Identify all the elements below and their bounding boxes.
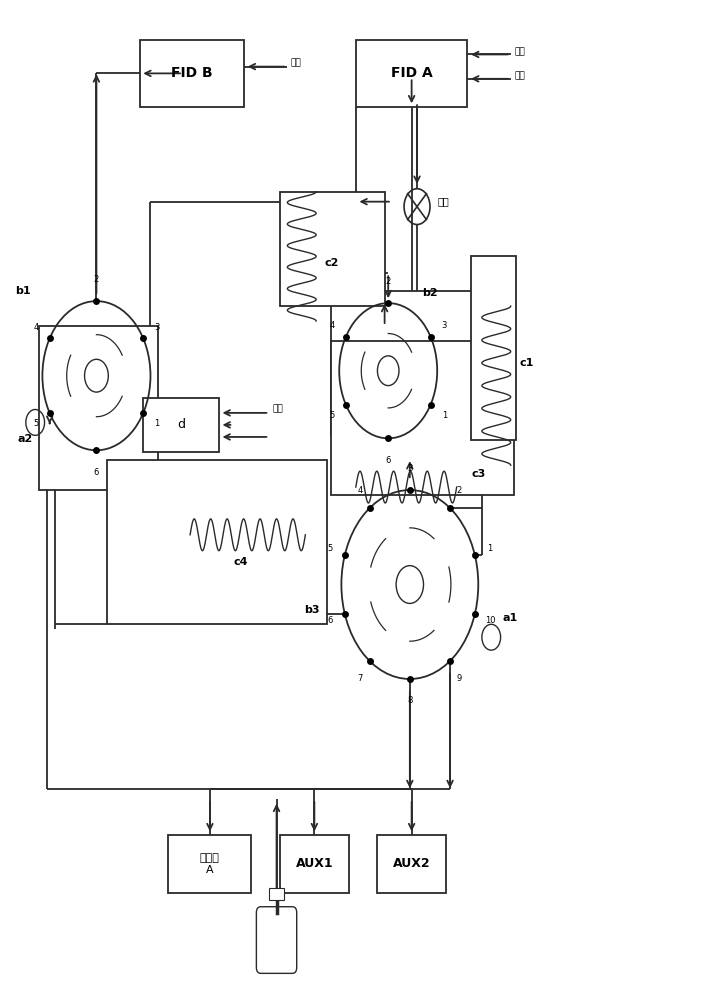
- FancyBboxPatch shape: [280, 835, 348, 893]
- Text: AUX2: AUX2: [393, 857, 431, 870]
- Text: 3: 3: [154, 323, 160, 332]
- Text: 1: 1: [441, 411, 447, 420]
- Text: 进样口
A: 进样口 A: [200, 853, 220, 875]
- FancyBboxPatch shape: [471, 256, 515, 440]
- Text: 7: 7: [358, 674, 363, 683]
- FancyBboxPatch shape: [256, 907, 297, 973]
- Text: 1: 1: [487, 544, 493, 553]
- Text: c2: c2: [325, 258, 339, 268]
- FancyBboxPatch shape: [143, 398, 219, 452]
- Text: c3: c3: [471, 469, 485, 479]
- Text: 8: 8: [407, 696, 412, 705]
- Text: 6: 6: [327, 616, 333, 625]
- FancyBboxPatch shape: [139, 40, 244, 107]
- Text: 3: 3: [441, 321, 447, 330]
- Text: FID B: FID B: [171, 66, 213, 80]
- FancyBboxPatch shape: [168, 835, 251, 893]
- FancyBboxPatch shape: [280, 192, 385, 306]
- Text: d: d: [177, 418, 185, 431]
- Text: c1: c1: [519, 358, 534, 368]
- Text: 9: 9: [457, 674, 462, 683]
- Text: FID A: FID A: [391, 66, 433, 80]
- Text: 空气: 空气: [514, 47, 525, 56]
- Text: 4: 4: [358, 486, 363, 495]
- Text: 3: 3: [407, 464, 412, 473]
- Text: b3: b3: [303, 605, 319, 615]
- FancyBboxPatch shape: [107, 460, 327, 624]
- Text: b1: b1: [15, 286, 31, 296]
- Text: 载气: 载气: [273, 404, 284, 413]
- FancyBboxPatch shape: [378, 835, 446, 893]
- Text: 5: 5: [327, 544, 333, 553]
- Text: a2: a2: [17, 434, 33, 444]
- Text: AUX1: AUX1: [295, 857, 333, 870]
- Text: b2: b2: [423, 288, 438, 298]
- FancyBboxPatch shape: [330, 341, 514, 495]
- Text: 5: 5: [330, 411, 335, 420]
- Text: 氢气: 氢气: [514, 72, 525, 81]
- FancyBboxPatch shape: [356, 40, 468, 107]
- Text: 2: 2: [94, 275, 99, 284]
- Text: 10: 10: [485, 616, 495, 625]
- Text: 针阀: 针阀: [437, 196, 449, 206]
- Text: 空气: 空气: [291, 59, 302, 68]
- Text: 2: 2: [386, 277, 391, 286]
- Text: 6: 6: [386, 456, 391, 465]
- Text: 2: 2: [457, 486, 462, 495]
- Text: 4: 4: [33, 323, 38, 332]
- Text: 5: 5: [33, 419, 38, 428]
- FancyBboxPatch shape: [330, 291, 478, 435]
- Text: 4: 4: [330, 321, 335, 330]
- Text: c4: c4: [233, 557, 248, 567]
- FancyBboxPatch shape: [38, 326, 158, 490]
- FancyBboxPatch shape: [269, 888, 284, 900]
- Text: 1: 1: [155, 419, 160, 428]
- Text: a1: a1: [502, 613, 518, 623]
- Text: 6: 6: [94, 468, 99, 477]
